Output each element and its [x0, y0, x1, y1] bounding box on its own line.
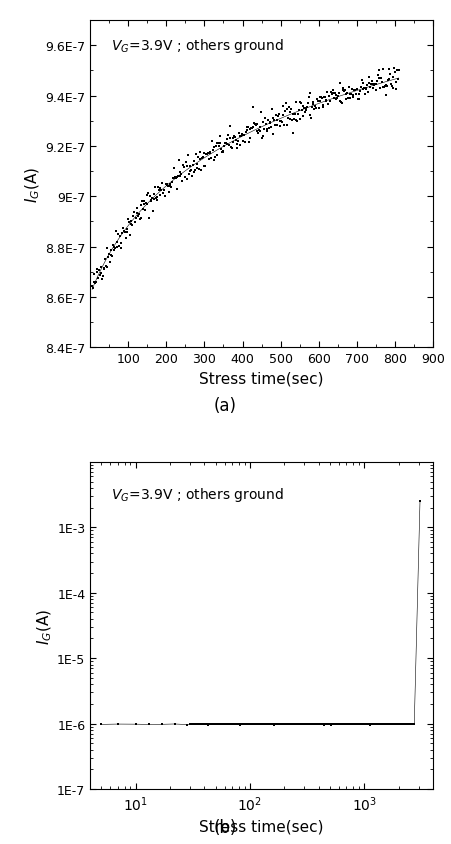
Text: (a): (a) [214, 396, 237, 414]
Y-axis label: $I_G$(A): $I_G$(A) [36, 608, 54, 644]
X-axis label: Stress time(sec): Stress time(sec) [199, 818, 324, 833]
Y-axis label: $I_G$(A): $I_G$(A) [24, 166, 42, 203]
Text: (b): (b) [214, 818, 237, 836]
Text: $V_G$=3.9V ; others ground: $V_G$=3.9V ; others ground [111, 37, 284, 56]
X-axis label: Stress time(sec): Stress time(sec) [199, 371, 324, 387]
Text: $V_G$=3.9V ; others ground: $V_G$=3.9V ; others ground [111, 485, 284, 503]
